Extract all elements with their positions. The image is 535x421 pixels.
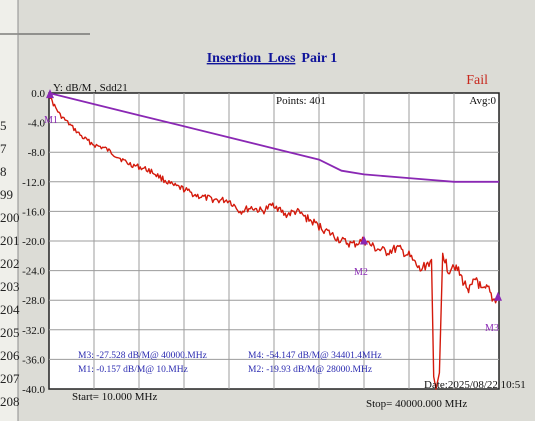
y-tick-label: -36.0 (22, 354, 45, 366)
y-tick-label: 0.0 (31, 88, 45, 100)
m2-marker-label: M2 (354, 267, 368, 278)
fail-status: Fail (466, 73, 488, 88)
chart-title: Insertion_Loss Pair 1 (207, 51, 338, 66)
row-number: 208 (0, 394, 20, 409)
start-frequency-label: Start= 10.000 MHz (72, 391, 157, 403)
m1-readout: M1: -0.157 dB/M@ 10.MHz (78, 365, 188, 375)
m1-marker-label: M1 (44, 115, 58, 126)
y-tick-label: -16.0 (22, 206, 45, 218)
y-tick-label: -24.0 (22, 266, 45, 278)
row-number: 202 (0, 256, 20, 271)
m4-readout: M4: -54.147 dB/M@ 34401.4MHz (248, 351, 382, 361)
m2-readout: M2: -19.93 dB/M@ 28000.MHz (248, 365, 372, 375)
row-number: 99 (0, 187, 13, 202)
y-tick-label: -40.0 (22, 384, 45, 396)
y-tick-label: -32.0 (22, 325, 45, 337)
row-number: 7 (0, 141, 7, 156)
marker-m1 (46, 89, 54, 99)
y-tick-label: -28.0 (22, 295, 45, 307)
row-number: 201 (0, 233, 20, 248)
row-number: 200 (0, 210, 20, 225)
chart-title-main: Insertion_Loss (207, 51, 296, 66)
row-number: 204 (0, 302, 20, 317)
stop-frequency-label: Stop= 40000.000 MHz (366, 398, 467, 410)
marker-m2 (359, 235, 368, 245)
marker-layer (46, 89, 502, 301)
points-label: Points: 401 (276, 95, 326, 107)
y-tick-label: -20.0 (22, 236, 45, 248)
m3-readout: M3: -27.528 dB/M@ 40000.MHz (78, 351, 207, 361)
avg-label: Avg:0 (469, 95, 496, 107)
row-number-list: 5 7 8 99 200 201 202 203 204 205 206 207 208 (0, 118, 20, 409)
row-number: 5 (0, 118, 7, 133)
date-label: Date:2025/08/22 10:51 (424, 379, 526, 391)
grid (49, 93, 499, 389)
series-layer (48, 92, 500, 390)
measured-trace (48, 95, 500, 390)
y-tick-label: -4.0 (28, 118, 46, 130)
y-tick-label: -8.0 (28, 147, 46, 159)
m3-marker-label: M3 (485, 323, 499, 334)
y-tick-label: -12.0 (22, 177, 45, 189)
row-number: 205 (0, 325, 20, 340)
row-number: 206 (0, 348, 20, 363)
row-number: 207 (0, 371, 20, 386)
limit-line (48, 92, 499, 183)
row-number: 8 (0, 164, 7, 179)
y-tick-labels: 0.0 -4.0 -8.0 -12.0 -16.0 -20.0 -24.0 -28.0 -32.… (22, 88, 45, 396)
y-axis-label: Y: dB/M , Sdd21 (53, 82, 128, 94)
marker-m3 (494, 291, 502, 301)
chart-title-pair: Pair 1 (301, 51, 337, 66)
row-number: 203 (0, 279, 20, 294)
row-number-column (0, 0, 18, 421)
